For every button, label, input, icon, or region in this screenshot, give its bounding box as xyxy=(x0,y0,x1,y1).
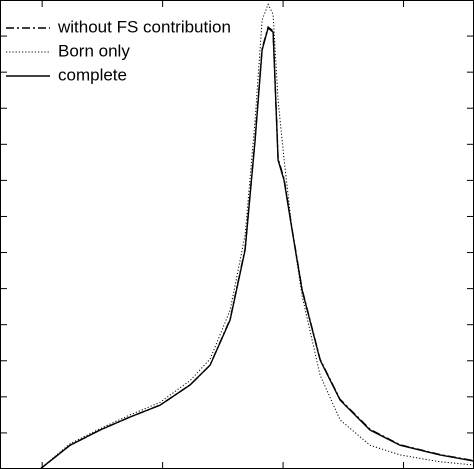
legend-label: Born only xyxy=(58,41,130,60)
legend-label: without FS contribution xyxy=(57,17,231,36)
series-line xyxy=(39,26,474,469)
series-line xyxy=(39,25,474,469)
series-line xyxy=(39,3,474,469)
legend-label: complete xyxy=(58,65,127,84)
